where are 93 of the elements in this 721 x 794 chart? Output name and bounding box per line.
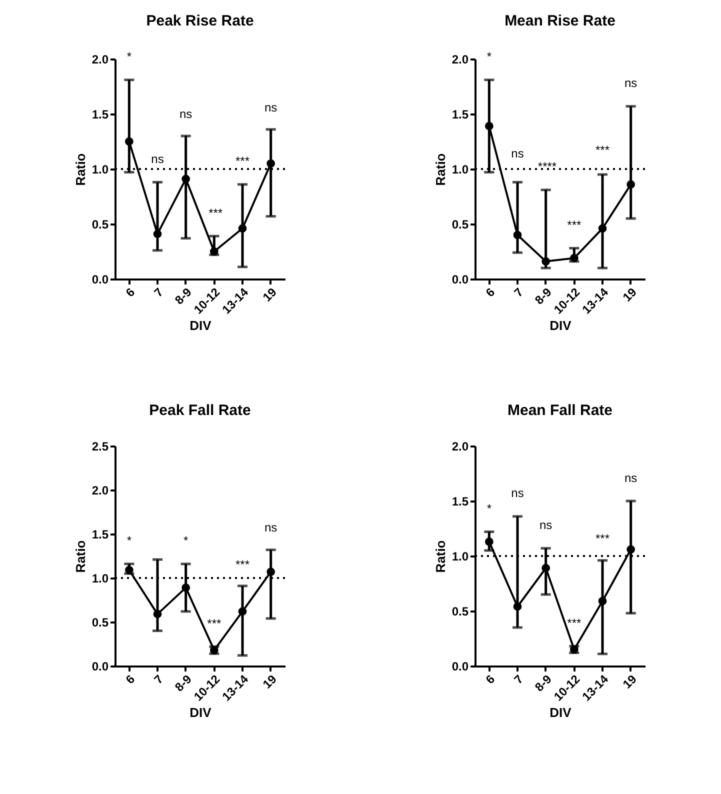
- annotation: ns: [264, 520, 278, 535]
- y-tick-label: 0.5: [452, 218, 469, 232]
- annotation: ***: [567, 616, 582, 630]
- x-axis-title: DIV: [550, 704, 572, 720]
- y-tick-label: 0.0: [452, 272, 469, 286]
- point: [484, 538, 494, 546]
- y-tick-label: 1.0: [92, 572, 109, 586]
- chart-title: Mean Rise Rate: [504, 12, 616, 30]
- point: [570, 254, 578, 262]
- y-tick-label: 1.5: [92, 108, 109, 122]
- x-tick-label: 6: [123, 672, 138, 687]
- point: [542, 257, 550, 266]
- annotation: ns: [179, 106, 192, 121]
- x-tick-label: 19: [620, 284, 640, 304]
- x-tick-label: 7: [151, 284, 166, 300]
- y-tick-label: 1.5: [92, 528, 109, 542]
- chart-title: Mean Fall Rate: [507, 402, 613, 419]
- point: [626, 180, 636, 189]
- point: [266, 568, 276, 576]
- y-tick-label: 0.5: [92, 218, 109, 232]
- point: [542, 564, 550, 572]
- annotation: ***: [595, 531, 610, 546]
- x-axis-title: DIV: [190, 318, 212, 333]
- y-tick-label: 2.0: [92, 52, 109, 66]
- annotation: *: [486, 502, 492, 516]
- y-tick-label: 2.5: [92, 440, 109, 454]
- y-axis-title: Ratio: [72, 153, 88, 186]
- annotation: ns: [511, 486, 524, 500]
- annotation: *: [183, 534, 188, 548]
- annotation: ns: [624, 470, 638, 485]
- x-tick-label: 7: [511, 672, 526, 687]
- y-axis-title: Ratio: [432, 540, 448, 573]
- point: [153, 230, 162, 238]
- y-tick-label: 2.0: [92, 484, 109, 498]
- y-tick-label: 1.0: [92, 162, 109, 176]
- y-axis-title: Ratio: [72, 540, 88, 573]
- y-tick-label: 2.0: [452, 440, 469, 454]
- annotation: ***: [235, 154, 250, 168]
- annotation: ns: [264, 100, 278, 114]
- annotation: ***: [567, 218, 582, 232]
- x-tick-label: 7: [151, 672, 166, 687]
- point: [513, 230, 522, 240]
- point: [153, 610, 162, 618]
- annotation: ***: [208, 206, 223, 220]
- annotation: *: [126, 534, 132, 548]
- chart-title: Peak Fall Rate: [149, 402, 251, 419]
- x-tick-label: 19: [620, 672, 640, 692]
- annotation: ns: [511, 146, 524, 160]
- x-tick-label: 6: [123, 284, 138, 300]
- point: [238, 224, 247, 233]
- x-tick-label: 7: [511, 284, 526, 300]
- annotation: ns: [151, 152, 164, 166]
- x-tick-label: 8-9: [172, 672, 195, 694]
- point: [626, 545, 636, 554]
- y-tick-label: 1.5: [452, 494, 469, 508]
- annotation: ns: [624, 76, 638, 90]
- annotation: *: [126, 50, 132, 64]
- y-axis-title: Ratio: [432, 153, 448, 186]
- annotation: ***: [235, 557, 250, 572]
- point: [210, 247, 218, 256]
- annotation: ***: [207, 616, 222, 630]
- annotation: ****: [538, 160, 557, 174]
- x-tick-label: 19: [260, 284, 280, 304]
- point: [513, 602, 522, 611]
- x-tick-label: 6: [483, 284, 498, 300]
- x-axis-title: DIV: [550, 318, 572, 333]
- y-tick-label: 1.0: [452, 162, 469, 176]
- x-axis-title: DIV: [190, 704, 212, 720]
- point: [266, 159, 276, 168]
- y-tick-label: 0.5: [92, 616, 109, 630]
- annotation: ns: [539, 518, 552, 532]
- y-tick-label: 0.5: [452, 604, 469, 618]
- point: [598, 596, 607, 606]
- x-tick-label: 6: [483, 672, 498, 687]
- x-tick-label: 19: [260, 672, 280, 692]
- point: [238, 607, 247, 616]
- y-tick-label: 1.0: [452, 550, 469, 564]
- y-tick-label: 2.0: [452, 52, 469, 66]
- y-tick-label: 0.0: [92, 660, 109, 674]
- annotation: ***: [595, 143, 610, 158]
- point: [484, 122, 494, 130]
- annotation: *: [486, 50, 492, 64]
- x-tick-label: 8-9: [172, 284, 195, 308]
- y-tick-label: 1.5: [452, 108, 469, 122]
- x-tick-label: 8-9: [532, 672, 555, 694]
- y-tick-label: 0.0: [452, 660, 469, 674]
- point: [598, 224, 607, 233]
- point: [182, 584, 190, 592]
- x-tick-label: 8-9: [532, 284, 555, 308]
- point: [182, 174, 190, 184]
- y-tick-label: 0.0: [92, 272, 109, 286]
- chart-title: Peak Rise Rate: [146, 12, 254, 30]
- point: [124, 137, 134, 146]
